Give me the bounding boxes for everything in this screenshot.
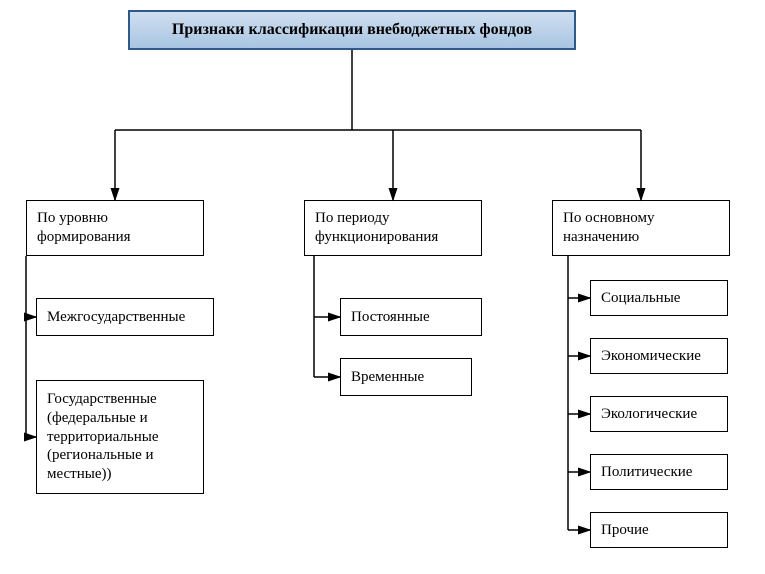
category-purpose: По основному назначению (552, 200, 730, 256)
item-purpose-4: Прочие (590, 512, 728, 548)
item-purpose-1: Экономические (590, 338, 728, 374)
item-purpose-0: Социальные (590, 280, 728, 316)
item-level-1: Государственные (федеральные и территори… (36, 380, 204, 494)
item-period-0: Постоянные (340, 298, 482, 336)
item-purpose-2: Экологические (590, 396, 728, 432)
category-period: По периоду функционирования (304, 200, 482, 256)
diagram-header: Признаки классификации внебюджетных фонд… (128, 10, 576, 50)
item-period-1: Временные (340, 358, 472, 396)
item-level-0: Межгосударственные (36, 298, 214, 336)
item-purpose-3: Политические (590, 454, 728, 490)
category-level: По уровню формирования (26, 200, 204, 256)
